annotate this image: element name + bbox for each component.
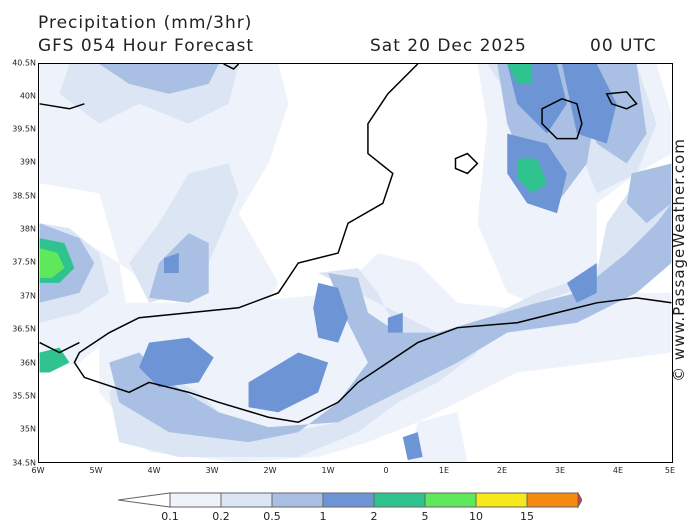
legend-swatch: [475, 492, 528, 508]
lon-label: 2E: [496, 466, 508, 475]
lat-label: 34.5N: [12, 458, 36, 468]
lat-label: 35.5N: [12, 391, 36, 401]
forecast-subtitle: GFS 054 Hour Forecast: [38, 36, 254, 56]
lon-label: 3W: [205, 466, 219, 475]
lon-label: 2W: [263, 466, 277, 475]
lon-label: 4W: [147, 466, 161, 475]
lat-label: 39.5N: [12, 124, 36, 134]
lat-label: 37N: [19, 291, 36, 301]
lat-label: 36N: [19, 358, 36, 368]
lat-label: 38N: [19, 224, 36, 234]
lat-label: 40N: [19, 91, 36, 101]
legend-swatch: [220, 492, 273, 508]
legend-swatch: [169, 492, 222, 508]
map-area: [38, 63, 673, 463]
lat-label: 39N: [19, 157, 36, 167]
legend-label: 2: [370, 510, 378, 523]
map-title: Precipitation (mm/3hr): [38, 13, 253, 33]
legend-label: 10: [469, 510, 483, 523]
lon-label: 0: [383, 466, 389, 475]
lat-label: 40.5N: [12, 58, 36, 68]
lat-label: 36.5N: [12, 324, 36, 334]
legend-label: 0.2: [212, 510, 230, 523]
lat-label: 35N: [19, 424, 36, 434]
legend-arrow-low: [118, 492, 171, 508]
lon-label: 3E: [554, 466, 566, 475]
lon-label: 1W: [321, 466, 335, 475]
legend-swatch: [424, 492, 477, 508]
legend-label: 5: [421, 510, 429, 523]
precipitation-field: [39, 63, 672, 462]
forecast-date: Sat 20 Dec 2025: [370, 36, 527, 56]
legend-swatch: [322, 492, 375, 508]
precip-band-2: [39, 64, 548, 373]
lat-label: 38.5N: [12, 191, 36, 201]
lon-label: 4E: [612, 466, 624, 475]
lat-label: 37.5N: [12, 257, 36, 267]
legend-label: 1: [319, 510, 327, 523]
coastline: [39, 63, 672, 423]
legend-label: 0.5: [263, 510, 281, 523]
credit-watermark: © www.PassageWeather.com: [670, 138, 688, 382]
legend-label: 15: [520, 510, 534, 523]
lon-label: 5E: [664, 466, 676, 475]
legend-swatch: [271, 492, 324, 508]
legend-arrow-high: [577, 492, 582, 509]
legend-label: 0.1: [161, 510, 179, 523]
lon-label: 5W: [89, 466, 103, 475]
forecast-time: 00 UTC: [590, 36, 657, 56]
lon-label: 1E: [438, 466, 450, 475]
legend-swatch: [373, 492, 426, 508]
precip-band-5: [39, 248, 65, 278]
color-legend: [118, 492, 582, 509]
legend-swatch: [526, 492, 579, 508]
lon-label: 6W: [31, 466, 45, 475]
